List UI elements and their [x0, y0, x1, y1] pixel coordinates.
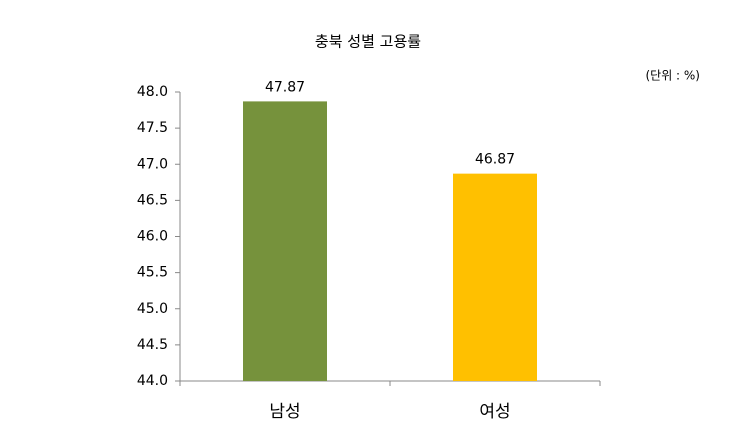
bar — [243, 101, 327, 381]
y-tick-label: 46.0 — [137, 229, 168, 245]
x-tick-label: 여성 — [479, 402, 510, 422]
chart-title: 충북 성별 고용률 — [315, 33, 421, 51]
y-tick-label: 45.0 — [137, 301, 168, 317]
y-tick-label: 44.0 — [137, 373, 168, 389]
y-tick-label: 44.5 — [137, 337, 168, 353]
y-tick-label: 46.5 — [137, 192, 168, 208]
value-label: 47.87 — [265, 79, 305, 95]
bar — [453, 173, 537, 381]
unit-note: (단위 : %) — [645, 69, 700, 83]
y-tick-label: 45.5 — [137, 265, 168, 281]
y-tick-label: 47.0 — [137, 156, 168, 172]
y-tick-label: 48.0 — [137, 84, 168, 100]
value-label: 46.87 — [475, 152, 515, 168]
y-tick-label: 47.5 — [137, 120, 168, 136]
x-tick-label: 남성 — [269, 402, 300, 422]
